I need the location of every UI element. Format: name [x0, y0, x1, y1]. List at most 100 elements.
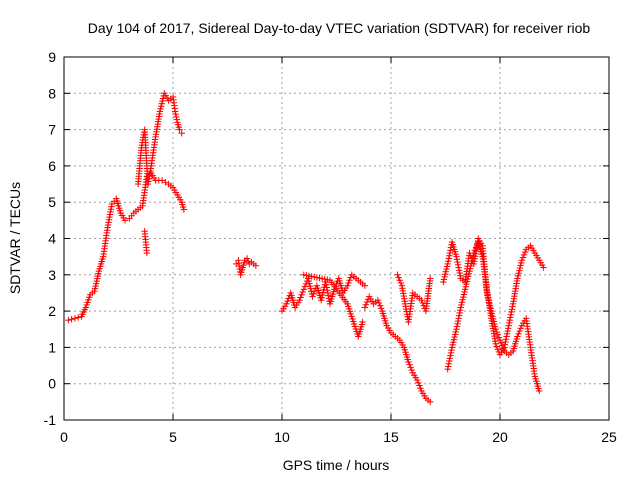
data-point [494, 346, 502, 353]
data-point [172, 110, 179, 118]
data-point [363, 298, 371, 306]
data-point [345, 279, 352, 287]
data-point [415, 379, 422, 386]
data-point [448, 346, 455, 354]
data-point [397, 279, 405, 287]
data-point [284, 297, 291, 305]
data-point [419, 299, 426, 307]
data-point [406, 361, 413, 368]
data-point [444, 260, 451, 268]
data-point [446, 355, 454, 362]
data-point [413, 376, 421, 384]
data-point [74, 314, 82, 321]
data-point [309, 293, 316, 300]
data-point [453, 256, 461, 263]
data-point [455, 312, 463, 319]
data-point [394, 271, 401, 278]
data-point [323, 284, 330, 291]
data-point [504, 327, 511, 335]
data-point [359, 318, 366, 326]
data-point [65, 316, 72, 324]
data-point [171, 108, 179, 115]
data-point [444, 365, 451, 373]
data-point [516, 327, 523, 335]
data-point [447, 352, 454, 359]
y-tick-label: 8 [48, 85, 56, 101]
data-point [445, 257, 452, 265]
data-point [457, 272, 464, 279]
data-point [71, 315, 79, 322]
data-point [374, 297, 382, 304]
data-point [68, 316, 75, 323]
data-point [176, 126, 183, 133]
data-point [508, 306, 516, 313]
data-point [521, 248, 529, 256]
data-point [298, 291, 305, 298]
data-point [396, 277, 403, 284]
y-tick-label: 7 [48, 122, 56, 138]
data-point [375, 299, 383, 307]
data-point [158, 177, 166, 184]
data-point [310, 290, 317, 298]
data-point [457, 306, 464, 314]
data-point [324, 289, 331, 297]
data-point [517, 325, 524, 332]
data-point [495, 334, 503, 341]
data-point [470, 249, 478, 257]
data-point [455, 264, 462, 271]
data-point [325, 292, 332, 299]
data-point [407, 364, 414, 371]
data-point [180, 206, 188, 213]
x-tick-label: 5 [169, 429, 177, 445]
data-point [514, 333, 521, 340]
data-point [503, 330, 511, 337]
data-point [324, 287, 331, 294]
data-point [454, 258, 461, 266]
x-tick-label: 25 [601, 429, 617, 445]
data-point [173, 116, 181, 123]
data-point [453, 323, 461, 330]
x-tick-label: 20 [492, 429, 508, 445]
data-point [447, 247, 454, 254]
data-point [416, 382, 423, 389]
data-point [405, 358, 412, 366]
data-point [361, 304, 369, 311]
data-point [344, 282, 351, 289]
y-axis-label: SDTVAR / TECUs [7, 182, 23, 294]
data-point [496, 336, 504, 344]
data-point [447, 349, 455, 357]
data-point [322, 281, 330, 288]
data-point [471, 247, 479, 254]
y-tick-label: -1 [44, 412, 57, 428]
data-point [446, 357, 453, 365]
data-point [494, 331, 502, 338]
data-point [501, 344, 508, 351]
data-point [493, 343, 500, 350]
data-point [143, 249, 151, 257]
data-point [243, 255, 251, 262]
data-point [252, 262, 260, 269]
data-point [506, 316, 514, 324]
data-point [455, 315, 462, 322]
x-tick-label: 10 [274, 429, 290, 445]
data-point [427, 398, 434, 406]
y-tick-label: 2 [48, 303, 56, 319]
data-point [453, 326, 460, 333]
data-point [502, 338, 509, 346]
data-point [121, 217, 129, 224]
data-point [445, 363, 452, 370]
y-tick-label: 3 [48, 267, 56, 283]
data-point [519, 254, 527, 261]
y-tick-label: 6 [48, 158, 56, 174]
data-point [283, 300, 290, 308]
data-point [504, 325, 512, 332]
chart-title: Day 104 of 2017, Sidereal Day-to-day VTE… [88, 20, 591, 36]
data-point [503, 333, 510, 340]
data-point [506, 319, 513, 327]
data-point [446, 249, 454, 257]
data-point [520, 251, 528, 259]
x-tick-label: 15 [383, 429, 399, 445]
data-point [446, 252, 453, 259]
data-point [362, 301, 370, 308]
data-point [418, 297, 425, 304]
